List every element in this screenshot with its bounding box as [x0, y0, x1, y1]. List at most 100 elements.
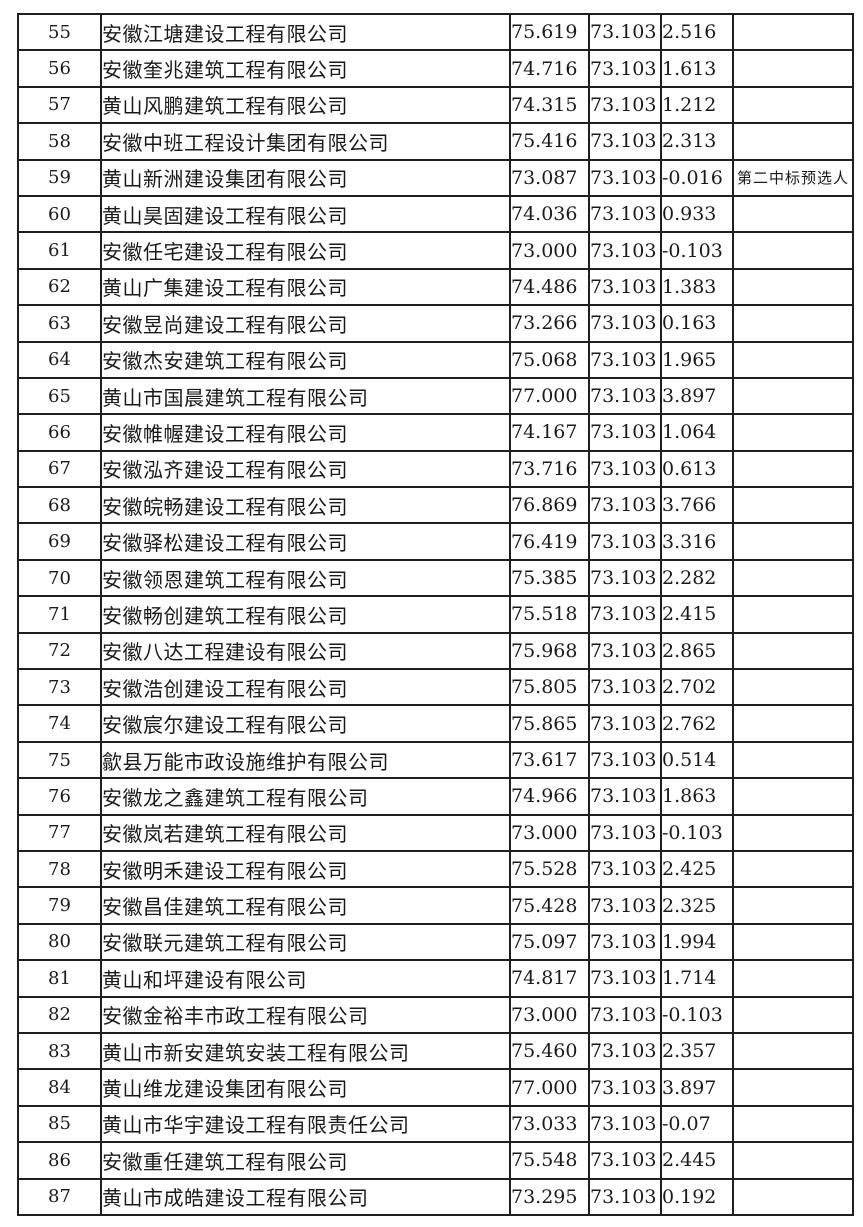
- remark: [732, 558, 854, 598]
- remark: [732, 12, 854, 52]
- score-difference: 3.897: [660, 376, 734, 416]
- remark: [732, 704, 854, 743]
- score-difference: -0.103: [660, 813, 734, 852]
- row-number: 63: [17, 304, 102, 343]
- score-difference: 3.766: [660, 486, 734, 525]
- bid-score: 75.805: [509, 668, 590, 707]
- benchmark-score: 73.103: [588, 668, 662, 707]
- benchmark-score: 73.103: [588, 813, 662, 852]
- remark: [732, 267, 854, 307]
- table-row: 77 安徽岚若建筑工程有限公司 73.000 73.103 -0.103: [17, 813, 854, 852]
- row-number: 81: [17, 959, 102, 998]
- score-difference: 1.965: [660, 340, 734, 379]
- score-difference: 0.192: [660, 1177, 734, 1216]
- bid-score: 73.295: [509, 1177, 590, 1216]
- score-difference: 2.415: [660, 595, 734, 634]
- table-row: 84 黄山维龙建设集团有限公司 77.000 73.103 3.897: [17, 1068, 854, 1107]
- score-difference: 2.865: [660, 631, 734, 671]
- company-name: 黄山市国晨建筑工程有限公司: [100, 376, 511, 416]
- remark: [732, 995, 854, 1034]
- score-difference: 3.897: [660, 1068, 734, 1107]
- row-number: 83: [17, 1031, 102, 1071]
- row-number: 85: [17, 1104, 102, 1144]
- bid-score: 75.416: [509, 122, 590, 161]
- company-name: 黄山市华宇建设工程有限责任公司: [100, 1104, 511, 1144]
- company-name: 安徽昌佳建筑工程有限公司: [100, 886, 511, 925]
- row-number: 66: [17, 413, 102, 452]
- score-difference: -0.103: [660, 231, 734, 270]
- remark: [732, 486, 854, 525]
- table-row: 58 安徽中班工程设计集团有限公司 75.416 73.103 2.313: [17, 122, 854, 161]
- row-number: 56: [17, 49, 102, 88]
- bid-score: 75.385: [509, 558, 590, 598]
- company-name: 安徽明禾建设工程有限公司: [100, 849, 511, 889]
- company-name: 黄山和坪建设有限公司: [100, 959, 511, 998]
- row-number: 68: [17, 486, 102, 525]
- company-name: 黄山广集建设工程有限公司: [100, 267, 511, 307]
- remark: [732, 340, 854, 379]
- table-row: 62 黄山广集建设工程有限公司 74.486 73.103 1.383: [17, 267, 854, 307]
- row-number: 62: [17, 267, 102, 307]
- score-difference: 2.313: [660, 122, 734, 161]
- remark: [732, 922, 854, 962]
- table-row: 63 安徽昱尚建设工程有限公司 73.266 73.103 0.163: [17, 304, 854, 343]
- benchmark-score: 73.103: [588, 449, 662, 489]
- bid-score: 73.000: [509, 813, 590, 852]
- bid-score: 75.968: [509, 631, 590, 671]
- row-number: 60: [17, 194, 102, 234]
- bid-score: 74.817: [509, 959, 590, 998]
- company-name: 安徽联元建筑工程有限公司: [100, 922, 511, 962]
- score-difference: -0.016: [660, 158, 734, 197]
- benchmark-score: 73.103: [588, 777, 662, 816]
- table-row: 69 安徽驿松建设工程有限公司 76.419 73.103 3.316: [17, 522, 854, 561]
- table-row: 76 安徽龙之鑫建筑工程有限公司 74.966 73.103 1.863: [17, 777, 854, 816]
- table-row: 78 安徽明禾建设工程有限公司 75.528 73.103 2.425: [17, 849, 854, 889]
- benchmark-score: 73.103: [588, 1104, 662, 1144]
- score-difference: 1.212: [660, 85, 734, 125]
- bid-score: 75.619: [509, 12, 590, 52]
- score-difference: 2.445: [660, 1141, 734, 1180]
- remark: [732, 631, 854, 671]
- row-number: 76: [17, 777, 102, 816]
- remark: [732, 304, 854, 343]
- benchmark-score: 73.103: [588, 85, 662, 125]
- remark: [732, 49, 854, 88]
- remark: [732, 376, 854, 416]
- bid-score: 73.033: [509, 1104, 590, 1144]
- score-difference: 1.064: [660, 413, 734, 452]
- remark: [732, 413, 854, 452]
- table-row: 55 安徽江塘建设工程有限公司 75.619 73.103 2.516: [17, 12, 854, 52]
- company-name: 黄山新洲建设集团有限公司: [100, 158, 511, 197]
- bid-score: 75.428: [509, 886, 590, 925]
- row-number: 59: [17, 158, 102, 197]
- benchmark-score: 73.103: [588, 522, 662, 561]
- bid-score: 74.036: [509, 194, 590, 234]
- company-name: 安徽宸尔建设工程有限公司: [100, 704, 511, 743]
- benchmark-score: 73.103: [588, 267, 662, 307]
- row-number: 84: [17, 1068, 102, 1107]
- remark: [732, 777, 854, 816]
- row-number: 67: [17, 449, 102, 489]
- benchmark-score: 73.103: [588, 1141, 662, 1180]
- score-difference: 1.714: [660, 959, 734, 998]
- score-difference: 0.933: [660, 194, 734, 234]
- company-name: 安徽泓齐建设工程有限公司: [100, 449, 511, 489]
- bid-evaluation-table: 55 安徽江塘建设工程有限公司 75.619 73.103 2.516 56 安…: [17, 12, 854, 1216]
- table-row: 64 安徽杰安建筑工程有限公司 75.068 73.103 1.965: [17, 340, 854, 379]
- row-number: 87: [17, 1177, 102, 1216]
- company-name: 安徽驿松建设工程有限公司: [100, 522, 511, 561]
- score-difference: 3.316: [660, 522, 734, 561]
- remark: [732, 1177, 854, 1216]
- remark: [732, 449, 854, 489]
- table-row: 57 黄山风鹏建筑工程有限公司 74.315 73.103 1.212: [17, 85, 854, 125]
- bid-table-body: 55 安徽江塘建设工程有限公司 75.619 73.103 2.516 56 安…: [17, 12, 854, 1216]
- table-row: 61 安徽任宅建设工程有限公司 73.000 73.103 -0.103: [17, 231, 854, 270]
- bid-score: 73.266: [509, 304, 590, 343]
- remark: [732, 740, 854, 780]
- score-difference: 2.762: [660, 704, 734, 743]
- bid-score: 76.419: [509, 522, 590, 561]
- table-row: 80 安徽联元建筑工程有限公司 75.097 73.103 1.994: [17, 922, 854, 962]
- row-number: 61: [17, 231, 102, 270]
- row-number: 79: [17, 886, 102, 925]
- benchmark-score: 73.103: [588, 1068, 662, 1107]
